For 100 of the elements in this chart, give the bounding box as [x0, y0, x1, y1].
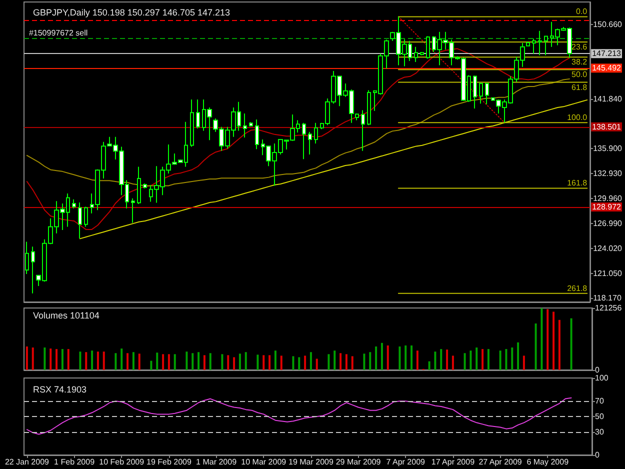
series-label: 50.0 — [572, 70, 588, 80]
bar — [85, 352, 88, 370]
bar — [375, 346, 378, 370]
bar — [96, 352, 99, 370]
y-tick-label: 0 — [595, 450, 600, 460]
candlestick — [143, 182, 147, 189]
y-tick-label: 50 — [595, 412, 604, 421]
series-label: 23.6 — [572, 42, 588, 52]
x-tick-label: 10 Mar 2009 — [241, 458, 287, 466]
bar — [114, 353, 117, 370]
x-tick-label: 29 Mar 2009 — [336, 458, 382, 466]
y-tick-label: 0 — [595, 366, 600, 374]
bar — [32, 348, 34, 370]
bar — [274, 350, 276, 370]
bar — [238, 354, 241, 370]
bar — [434, 352, 436, 370]
bar — [440, 349, 442, 370]
candlestick — [485, 82, 489, 105]
bar — [404, 345, 407, 370]
bar — [56, 349, 58, 370]
bar — [256, 354, 259, 370]
bar — [386, 345, 389, 370]
bar — [50, 348, 52, 370]
bar — [380, 342, 383, 370]
x-tick-label: 17 Apr 2009 — [431, 458, 476, 466]
bar — [156, 352, 158, 370]
bar — [233, 357, 236, 370]
bar — [522, 356, 525, 370]
bar — [168, 354, 170, 370]
bar — [511, 348, 514, 370]
candlestick — [131, 198, 135, 224]
bar — [534, 323, 537, 370]
x-tick-label: 19 Mar 2009 — [288, 458, 334, 466]
candlestick — [473, 75, 477, 110]
bar — [67, 349, 70, 370]
y-tick-label: 100 — [595, 374, 609, 382]
bar — [262, 355, 265, 370]
candlestick — [249, 122, 253, 128]
y-tick-label: 118.170 — [593, 293, 622, 302]
bar — [351, 356, 354, 370]
series-label: 61.8 — [572, 82, 588, 92]
bar — [186, 352, 188, 370]
bar — [334, 350, 336, 370]
candlestick — [361, 110, 365, 152]
candlestick — [532, 38, 536, 54]
series-label: 0.0 — [576, 7, 588, 16]
candlestick — [414, 46, 418, 62]
candlestick — [137, 166, 141, 205]
x-tick-label: 1 Mar 2009 — [196, 458, 238, 466]
bar — [227, 355, 230, 370]
x-tick-label: 6 May 2009 — [526, 458, 570, 466]
candlestick — [78, 202, 82, 239]
bar — [61, 349, 64, 370]
bar — [476, 348, 478, 370]
x-tick-label: 10 Feb 2009 — [99, 458, 145, 466]
bar — [138, 354, 140, 370]
bar — [398, 346, 401, 370]
bar — [499, 350, 502, 370]
bar — [44, 348, 46, 370]
bar — [487, 349, 490, 370]
bar — [198, 352, 200, 370]
line-series — [26, 397, 572, 435]
y-tick-label: 121.050 — [593, 269, 623, 278]
bar — [310, 352, 312, 370]
bar — [505, 349, 508, 370]
chart-title: Volumes 101104 — [33, 310, 100, 320]
bar — [209, 353, 212, 370]
bar — [120, 348, 123, 370]
line-series — [398, 16, 506, 124]
bar — [132, 352, 134, 370]
candlestick — [25, 241, 29, 274]
bar — [446, 350, 448, 370]
bar — [482, 349, 484, 370]
y-tick-label: 132.930 — [593, 169, 623, 178]
y-tick-label: 141.840 — [593, 94, 623, 104]
candlestick — [544, 36, 548, 56]
x-tick-label: 7 Apr 2009 — [386, 458, 426, 466]
candlestick — [426, 36, 430, 60]
bar — [162, 354, 164, 370]
text: GBPJPY,Daily 150.198 150.297 146.705 147.213 — [33, 8, 230, 18]
bar — [470, 350, 472, 370]
candlestick — [31, 246, 35, 294]
bar — [363, 354, 366, 370]
series-label: 161.8 — [567, 178, 588, 188]
bar — [316, 358, 318, 370]
bar — [345, 354, 348, 370]
y-tick-label: 124.020 — [593, 244, 623, 254]
y-tick-label: 30 — [595, 427, 604, 436]
bar — [298, 357, 300, 370]
bar — [150, 360, 152, 370]
x-tick-label: 1 Feb 2009 — [54, 458, 96, 466]
candlestick — [308, 131, 312, 155]
bar — [428, 361, 430, 370]
bar — [268, 355, 271, 370]
line-series — [80, 99, 588, 240]
bar — [79, 352, 82, 370]
bar — [102, 352, 105, 370]
x-tick-label: 19 Feb 2009 — [146, 458, 192, 466]
candlestick — [255, 119, 259, 150]
candlestick — [479, 82, 483, 104]
